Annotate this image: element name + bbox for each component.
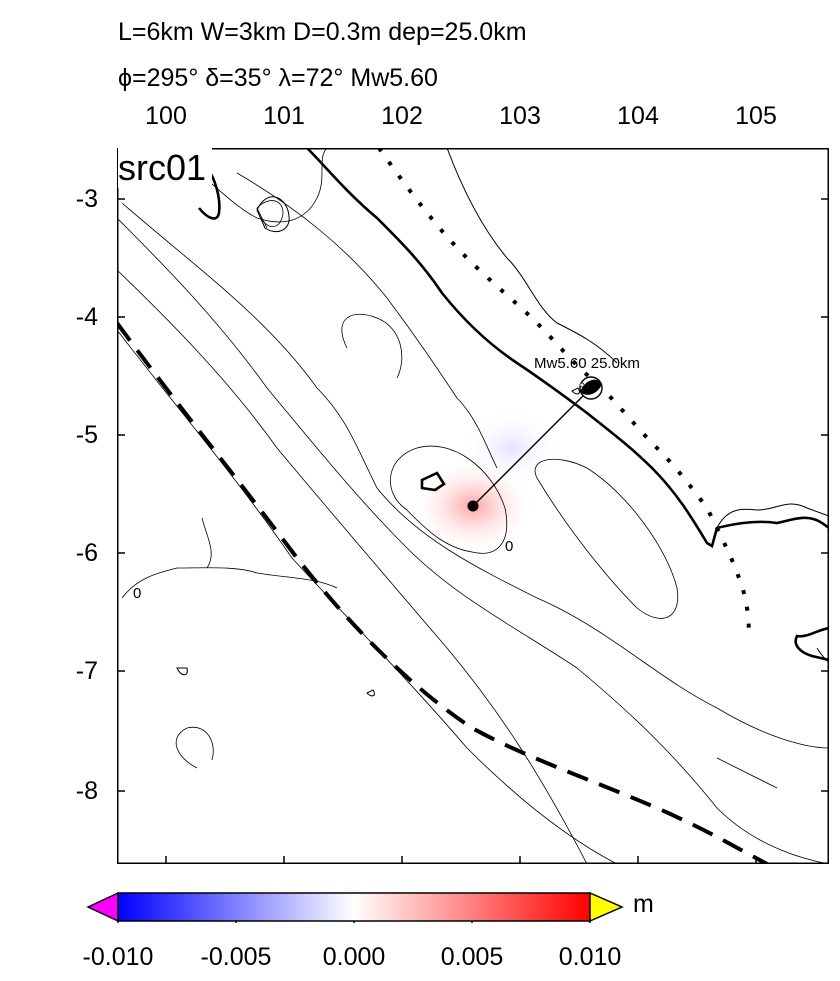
colorbar-tick-label: -0.005 (200, 943, 272, 971)
island-outlines (176, 196, 580, 697)
map-title-line1: L=6km W=3km D=0.3m dep=25.0km (118, 18, 527, 46)
colorbar-tick-label: -0.010 (82, 943, 154, 971)
colorbar (86, 891, 624, 923)
axis-ticks (117, 198, 829, 864)
colorbar-tick-label: 0.010 (558, 943, 622, 971)
y-tick-label: -6 (75, 539, 98, 567)
x-tick-label: 102 (381, 102, 423, 130)
colorbar-under-arrow (86, 891, 119, 923)
subsidence-patch (462, 408, 562, 488)
source-connector (472, 387, 592, 507)
y-tick-label: -7 (75, 657, 98, 685)
x-tick-label: 100 (145, 102, 187, 130)
map-title-line2: ϕ=295° δ=35° λ=72° Mw5.60 (118, 64, 438, 92)
y-tick-label: -4 (75, 303, 98, 331)
y-tick-label: -5 (75, 421, 98, 449)
x-tick-label: 104 (617, 102, 659, 130)
source-label: src01 (118, 148, 213, 188)
fault-trace (377, 148, 751, 639)
coastline (197, 148, 829, 662)
x-tick-label: 105 (735, 102, 777, 130)
colorbar-tick-label: 0.000 (322, 943, 386, 971)
colorbar-tick-label: 0.005 (440, 943, 504, 971)
y-tick-label: -3 (75, 185, 98, 213)
deformation-map: Mw5.60 25.0km 0 0 (117, 148, 829, 864)
x-tick-label: 101 (263, 102, 305, 130)
centroid-marker (467, 500, 479, 512)
event-label: Mw5.60 25.0km (534, 355, 640, 372)
beachball-icon (579, 376, 603, 400)
colorbar-gradient (117, 892, 591, 922)
y-tick-label: -8 (75, 777, 98, 805)
contour-label: 0 (505, 538, 513, 555)
trench-line (117, 321, 768, 864)
colorbar-unit: m (633, 890, 654, 918)
map-frame (117, 148, 829, 864)
contour-label: 0 (133, 585, 141, 602)
peak-contour (420, 471, 446, 492)
x-tick-label: 103 (499, 102, 541, 130)
colorbar-over-arrow (589, 891, 624, 923)
